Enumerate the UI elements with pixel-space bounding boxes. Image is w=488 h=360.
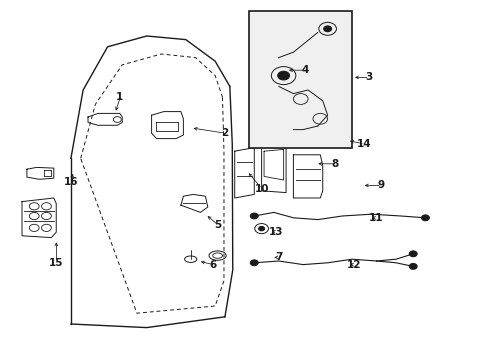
- Bar: [249, 11, 351, 148]
- Text: 3: 3: [365, 72, 372, 82]
- Text: 12: 12: [346, 260, 361, 270]
- Text: 1: 1: [116, 92, 123, 102]
- Circle shape: [421, 215, 428, 221]
- Circle shape: [250, 260, 258, 266]
- Circle shape: [250, 213, 258, 219]
- Circle shape: [408, 251, 416, 257]
- Text: 15: 15: [49, 258, 63, 268]
- Text: 6: 6: [209, 260, 216, 270]
- Text: 7: 7: [274, 252, 282, 262]
- Text: 5: 5: [214, 220, 221, 230]
- Text: 10: 10: [254, 184, 268, 194]
- Text: 8: 8: [331, 159, 338, 169]
- Circle shape: [258, 226, 264, 231]
- Text: 11: 11: [368, 213, 383, 223]
- Text: 2: 2: [221, 128, 228, 138]
- Text: 9: 9: [377, 180, 384, 190]
- Text: 16: 16: [63, 177, 78, 187]
- Circle shape: [323, 26, 331, 32]
- Circle shape: [277, 71, 289, 80]
- Text: 4: 4: [301, 65, 309, 75]
- Text: 13: 13: [268, 227, 283, 237]
- Circle shape: [408, 264, 416, 269]
- Text: 14: 14: [356, 139, 371, 149]
